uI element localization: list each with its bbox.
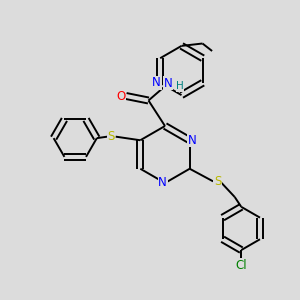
Text: S: S: [107, 130, 115, 143]
Text: N: N: [152, 76, 161, 89]
Text: O: O: [116, 89, 125, 103]
Text: N: N: [158, 176, 167, 190]
Text: H: H: [176, 81, 184, 92]
Text: S: S: [214, 175, 221, 188]
Text: N: N: [188, 134, 197, 147]
Text: Cl: Cl: [236, 259, 247, 272]
Text: N: N: [164, 77, 172, 90]
